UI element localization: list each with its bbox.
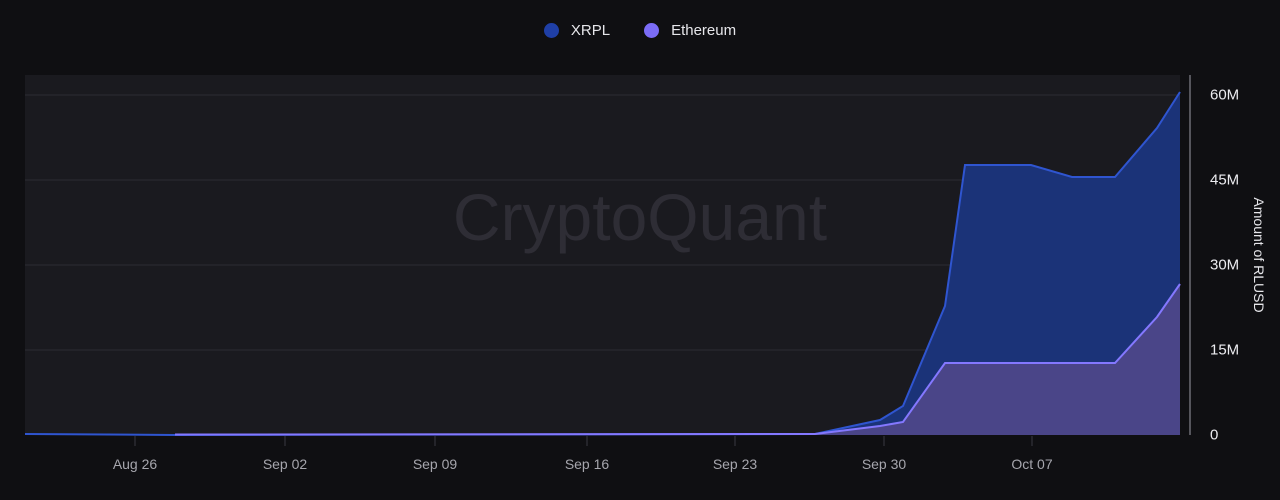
watermark: CryptoQuant: [453, 180, 827, 254]
y-tick-60m: 60M: [1210, 86, 1240, 104]
legend-item-ethereum[interactable]: Ethereum: [644, 22, 736, 39]
ethereum-dot-icon: [644, 23, 660, 38]
y-tick-15m: 15M: [1210, 341, 1240, 359]
y-axis-title: Amount of RLUSD: [1251, 197, 1267, 313]
x-tick-sep30: Sep 30: [861, 456, 907, 472]
x-tick-sep16: Sep 16: [564, 456, 610, 472]
x-tick-oct07: Oct 07: [1011, 456, 1053, 472]
ethereum-line: [174, 283, 1181, 436]
x-tick-marks: [134, 436, 1033, 446]
y-tick-45m: 45M: [1210, 171, 1240, 189]
chart-legend: XRPL Ethereum: [0, 22, 1280, 39]
legend-item-xrpl[interactable]: XRPL: [543, 22, 611, 39]
x-tick-sep23: Sep 23: [712, 456, 758, 472]
y-tick-0: 0: [1210, 426, 1219, 444]
y-tick-30m: 30M: [1210, 256, 1240, 274]
ethereum-area: [175, 284, 1180, 435]
legend-label-ethereum: Ethereum: [671, 22, 737, 39]
x-tick-sep09: Sep 09: [412, 456, 458, 472]
x-tick-sep02: Sep 02: [262, 456, 308, 472]
legend-label-xrpl: XRPL: [570, 22, 611, 39]
x-tick-aug26: Aug 26: [112, 456, 158, 472]
xrpl-dot-icon: [543, 23, 559, 38]
